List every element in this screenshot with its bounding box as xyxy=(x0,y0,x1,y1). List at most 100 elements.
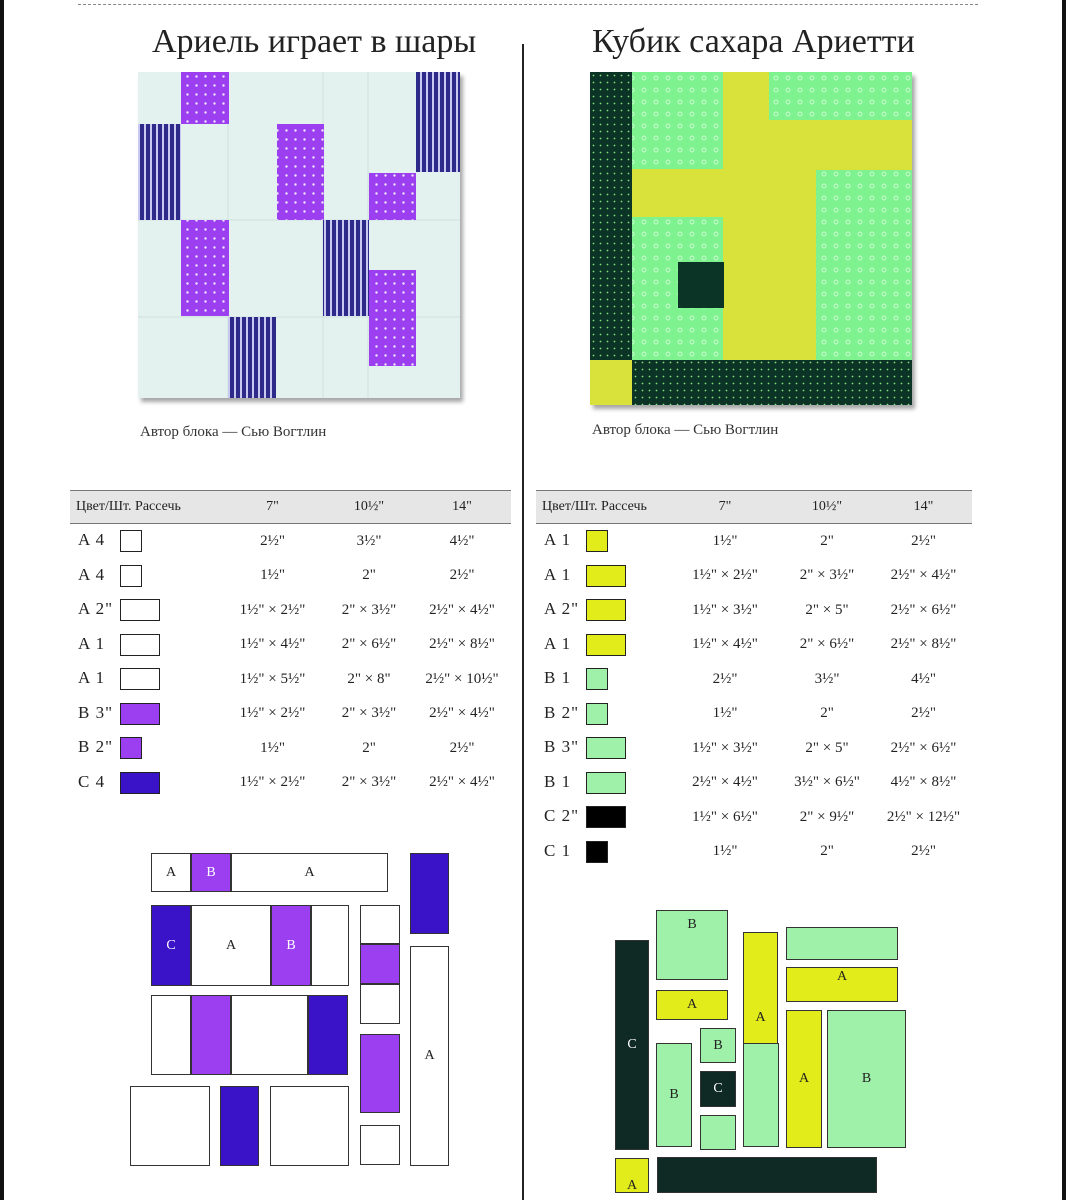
fabric-swatch xyxy=(586,530,608,553)
table-row: B 1 2½" 3½" 4½" xyxy=(536,662,972,697)
size-14-cell: 4½" xyxy=(911,670,936,687)
fabric-swatch xyxy=(586,771,626,794)
size-14-cell: 4½" xyxy=(449,532,475,549)
row-label: A 2" xyxy=(544,599,580,619)
size-10-cell: 2" × 8" xyxy=(347,670,391,687)
fabric-swatch xyxy=(586,806,626,829)
size-7-cell: 1½" × 3½" xyxy=(692,739,758,756)
diagram-piece-label: A xyxy=(304,864,315,880)
right-photo-caption: Автор блока — Сью Вогтлин xyxy=(592,422,779,438)
table-row: B 3" 1½" × 2½" 2" × 3½" 2½" × 4½" xyxy=(70,697,511,732)
size-10-cell: 2" × 6½" xyxy=(799,636,855,653)
row-label-cell: A 1 xyxy=(70,662,220,697)
size-14-cell: 2½" × 4½" xyxy=(429,774,495,791)
diagram-piece-label: A xyxy=(836,968,848,984)
diagram-piece-label: C xyxy=(166,937,176,953)
fabric-swatch xyxy=(586,599,626,622)
row-label: B 1 xyxy=(544,668,572,688)
diagram-piece: A xyxy=(231,853,388,892)
row-label: A 1 xyxy=(78,633,106,653)
right-cutting-table: Цвет/Шт. Рассечь 7" 10½" 14" A 1 1½" 2" 2½"… xyxy=(536,490,972,869)
size-7-cell: 1½" × 2½" xyxy=(239,705,306,722)
page-frame-left xyxy=(0,0,4,1200)
row-label-cell: A 1 xyxy=(70,628,220,663)
fabric-swatch xyxy=(120,702,160,725)
diagram-piece-label: A xyxy=(755,1009,766,1025)
row-label: A 2" xyxy=(78,599,114,619)
row-label-cell: B 2" xyxy=(70,731,220,766)
row-label-cell: C 1 xyxy=(536,835,671,870)
table-row: A 1 1½" × 4½" 2" × 6½" 2½" × 8½" xyxy=(536,628,972,663)
diagram-piece: B xyxy=(656,1043,692,1147)
diagram-piece: C xyxy=(700,1071,736,1107)
right-assembly-diagram: C B A A A B B C A B A xyxy=(612,905,912,1195)
size-10-cell: 3½" xyxy=(356,532,382,549)
row-label: A 1 xyxy=(544,633,572,653)
size-7-cell: 1½" xyxy=(712,705,738,722)
row-label-cell: B 1 xyxy=(536,766,671,801)
diagram-piece xyxy=(311,905,349,986)
diagram-piece-label: A xyxy=(626,1177,638,1193)
fabric-swatch xyxy=(120,771,160,794)
row-label: A 1 xyxy=(544,564,572,584)
diagram-piece xyxy=(360,944,400,984)
size-10-cell: 2" × 5" xyxy=(805,739,849,756)
left-cutting-table: Цвет/Шт. Рассечь 7" 10½" 14" A 4 2½" 3½" 4½… xyxy=(70,490,511,800)
left-assembly-diagram: A B A C A B A xyxy=(128,850,458,1170)
diagram-piece: B xyxy=(700,1028,736,1063)
size-7-cell: 1½" × 2½" xyxy=(239,774,306,791)
diagram-piece-label: B xyxy=(669,1087,679,1102)
size-10-cell: 3½" xyxy=(814,670,840,687)
column-divider xyxy=(522,44,524,1200)
fabric-swatch xyxy=(586,840,608,863)
row-label: B 2" xyxy=(78,737,114,757)
diagram-piece xyxy=(360,1034,400,1113)
row-label-cell: B 2" xyxy=(536,697,671,732)
diagram-piece: A xyxy=(615,1158,649,1193)
diagram-piece-label: B xyxy=(861,1071,872,1086)
left-block-title: Ариель играет в шары xyxy=(152,23,477,60)
row-label-cell: A 1 xyxy=(536,559,671,594)
diagram-piece xyxy=(700,1115,736,1150)
header-size-7: 7" xyxy=(220,490,325,524)
size-10-cell: 2" × 9½" xyxy=(799,808,855,825)
table-row: A 2" 1½" × 2½" 2" × 3½" 2½" × 4½" xyxy=(70,593,511,628)
header-size-14: 14" xyxy=(413,490,511,524)
diagram-piece xyxy=(360,984,400,1024)
table-row: C 2" 1½" × 6½" 2" × 9½" 2½" × 12½" xyxy=(536,800,972,835)
table-row: A 1 1½" × 4½" 2" × 6½" 2½" × 8½" xyxy=(70,628,511,663)
size-14-cell: 2½" × 12½" xyxy=(886,808,961,825)
diagram-piece: A xyxy=(786,1010,822,1148)
diagram-piece: B xyxy=(656,910,728,980)
size-7-cell: 1½" xyxy=(712,843,738,860)
header-size-10: 10½" xyxy=(325,490,413,524)
diagram-piece xyxy=(151,995,191,1075)
table-row: A 1 1½" × 2½" 2" × 3½" 2½" × 4½" xyxy=(536,559,972,594)
diagram-piece xyxy=(130,1086,210,1166)
diagram-piece-label: C xyxy=(627,1037,637,1052)
size-7-cell: 1½" xyxy=(260,567,285,584)
diagram-piece xyxy=(308,995,348,1075)
size-10-cell: 2" × 6½" xyxy=(341,636,397,653)
diagram-piece-label: B xyxy=(687,917,697,932)
row-label-cell: B 1 xyxy=(536,662,671,697)
diagram-piece: A xyxy=(191,905,271,986)
size-14-cell: 2½" × 6½" xyxy=(890,601,957,618)
size-10-cell: 3½" × 6½" xyxy=(794,774,860,791)
dashed-separator xyxy=(78,4,978,5)
diagram-piece-label: C xyxy=(713,1081,723,1096)
size-14-cell: 2½" × 8½" xyxy=(890,636,957,653)
diagram-piece-label: A xyxy=(225,937,237,953)
size-10-cell: 2" × 3½" xyxy=(341,774,397,791)
header-size-10: 10½" xyxy=(779,490,875,524)
diagram-piece xyxy=(231,995,308,1075)
diagram-piece xyxy=(743,1043,779,1147)
table-row: A 1 1½" × 5½" 2" × 8" 2½" × 10½" xyxy=(70,662,511,697)
diagram-piece xyxy=(220,1086,259,1166)
size-14-cell: 2½" xyxy=(911,705,936,722)
table-header-row: Цвет/Шт. Рассечь 7" 10½" 14" xyxy=(70,490,511,524)
row-label-cell: A 2" xyxy=(536,593,671,628)
fabric-swatch xyxy=(586,633,626,656)
row-label: A 4 xyxy=(78,530,106,550)
row-label: C 1 xyxy=(544,840,572,860)
